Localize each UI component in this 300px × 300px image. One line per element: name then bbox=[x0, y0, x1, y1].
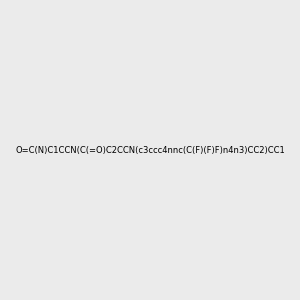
Text: O=C(N)C1CCN(C(=O)C2CCN(c3ccc4nnc(C(F)(F)F)n4n3)CC2)CC1: O=C(N)C1CCN(C(=O)C2CCN(c3ccc4nnc(C(F)(F)… bbox=[15, 146, 285, 154]
